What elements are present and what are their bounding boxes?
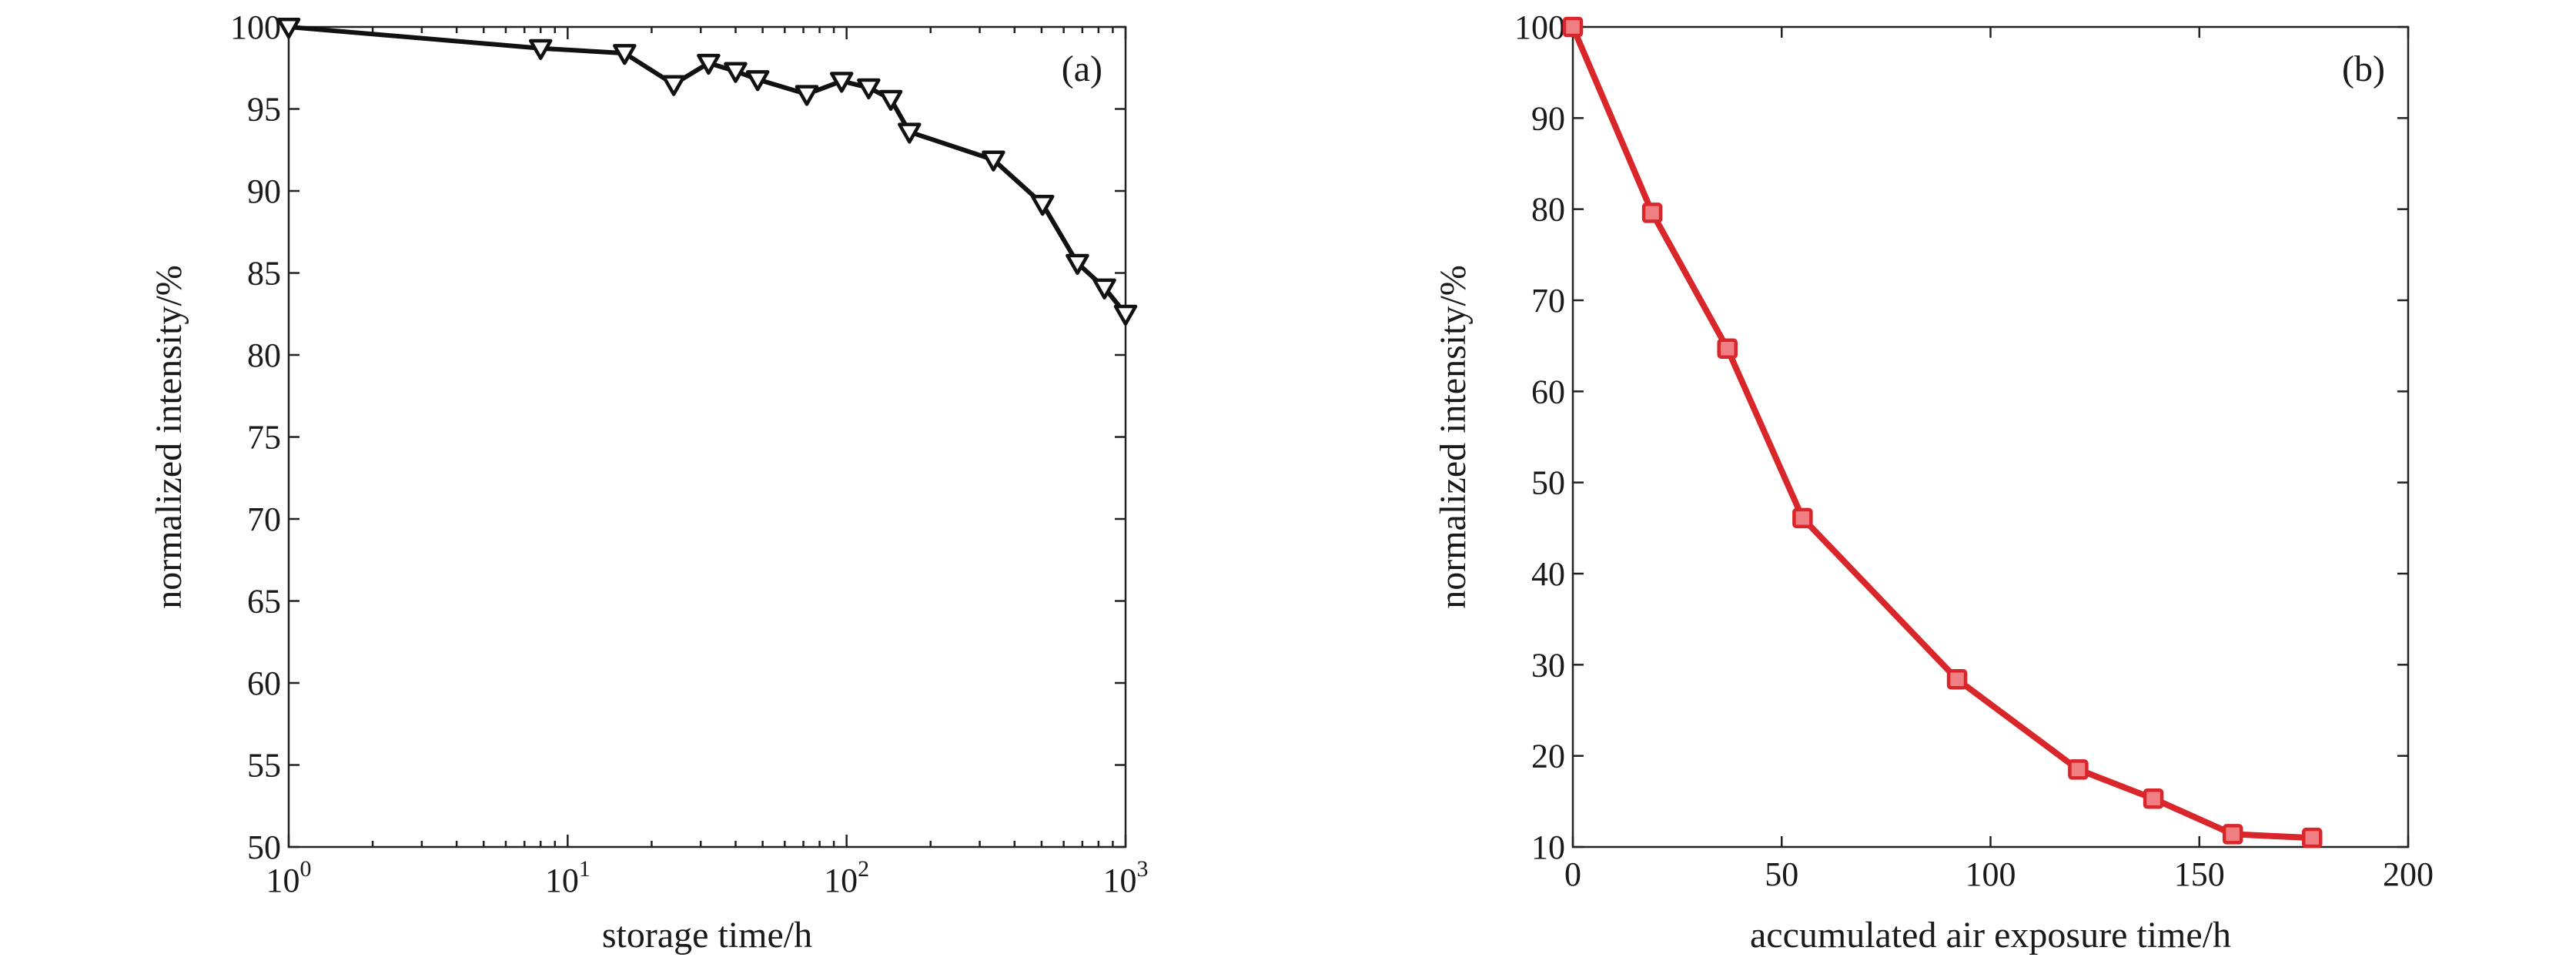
y-tick-label-b: 40 <box>1531 555 1565 593</box>
chart-panel-b: 10 20 30 40 50 60 70 80 90 100 0 50 100 150 200 accumul… <box>1433 8 2434 956</box>
y-tick-label-b: 10 <box>1531 828 1565 866</box>
y-tick-label-a: 95 <box>247 91 281 129</box>
data-point-b <box>1562 16 1584 38</box>
data-point-b <box>1641 203 1663 223</box>
y-tick-label-a: 50 <box>247 828 281 866</box>
x-tick-label-base: 10 <box>266 862 300 899</box>
data-point-b <box>2068 759 2089 780</box>
x-tick-label-a: 100 <box>266 856 312 899</box>
data-point-a <box>829 72 854 93</box>
x-tick-label-exponent: 0 <box>300 856 312 882</box>
x-tick-label-exponent: 2 <box>858 856 869 882</box>
x-tick-label-base: 10 <box>824 862 858 899</box>
data-point-b <box>1946 669 1968 690</box>
x-tick-label-a: 103 <box>1103 856 1149 899</box>
x-tick-label-b: 100 <box>1965 855 2016 893</box>
data-point-b <box>2143 788 2164 809</box>
y-tick-label-b: 80 <box>1531 191 1565 229</box>
x-tick-label-exponent: 3 <box>1137 856 1149 882</box>
y-tick-label-a: 80 <box>247 336 281 374</box>
y-tick-label-a: 100 <box>230 8 281 46</box>
y-tick-label-b: 90 <box>1531 99 1565 137</box>
panel-label-b: (b) <box>2342 49 2385 89</box>
x-axis-title-a: storage time/h <box>602 915 812 956</box>
y-tick-label-a: 90 <box>247 172 281 210</box>
data-point-a <box>795 85 819 106</box>
data-point-b <box>1792 507 1813 529</box>
y-tick-label-b: 50 <box>1531 464 1565 502</box>
data-point-a <box>857 78 881 100</box>
data-point-a <box>661 75 686 96</box>
x-tick-label-base: 10 <box>545 862 579 899</box>
y-tick-label-a: 65 <box>247 583 281 621</box>
panel-label-a: (a) <box>1062 49 1102 89</box>
x-tick-label-a: 102 <box>824 856 869 899</box>
y-tick-label-b: 30 <box>1531 646 1565 684</box>
data-point-a <box>898 122 922 144</box>
x-tick-label-a: 101 <box>545 856 590 899</box>
x-tick-label-base: 10 <box>1103 862 1137 899</box>
y-tick-label-a: 70 <box>247 500 281 538</box>
data-point-a <box>1113 304 1138 326</box>
x-axis-title-b: accumulated air exposure time/h <box>1750 915 2231 956</box>
plot-frame-b <box>1571 25 2410 849</box>
x-tick-label-b: 0 <box>1564 855 1581 893</box>
x-tick-label-b: 150 <box>2174 855 2225 893</box>
data-point-a <box>613 44 637 65</box>
y-tick-label-b: 70 <box>1531 282 1565 320</box>
data-point-a <box>878 89 903 111</box>
data-point-a <box>1092 278 1116 300</box>
y-axis-title-a: normalized intensity/% <box>149 265 189 609</box>
data-point-a <box>528 38 553 60</box>
series-line-b <box>1570 24 2316 842</box>
y-tick-label-b: 60 <box>1531 373 1565 410</box>
data-point-a <box>745 70 770 92</box>
x-tick-label-b: 50 <box>1765 855 1798 893</box>
data-point-a <box>697 53 721 75</box>
data-point-a <box>276 18 301 39</box>
data-point-a <box>982 150 1005 172</box>
y-tick-label-b: 100 <box>1514 8 1565 46</box>
x-tick-label-b: 200 <box>2383 855 2434 893</box>
data-point-b <box>2301 827 2323 849</box>
plot-frame-a <box>287 25 1127 849</box>
y-tick-label-a: 55 <box>247 747 281 785</box>
data-point-a <box>724 62 748 83</box>
y-tick-label-a: 60 <box>247 664 281 702</box>
y-tick-label-a: 85 <box>247 255 281 293</box>
x-tick-label-exponent: 1 <box>579 856 590 882</box>
y-tick-label-b: 20 <box>1531 738 1565 775</box>
data-point-a <box>1030 195 1055 216</box>
y-tick-label-a: 75 <box>247 419 281 457</box>
data-point-b <box>2222 824 2243 845</box>
data-point-a <box>1066 253 1089 275</box>
data-point-b <box>1717 338 1738 359</box>
y-axis-title-b: normalized intensity/% <box>1433 265 1474 609</box>
